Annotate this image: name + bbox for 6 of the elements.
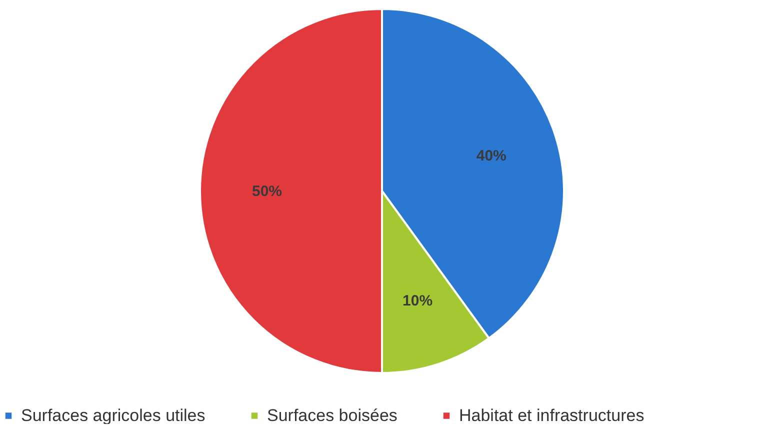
legend-label: Habitat et infrastructures [459,406,644,425]
data-label: 10% [402,292,433,310]
data-label: 50% [252,183,282,200]
legend-label: Surfaces agricoles utiles [21,406,206,425]
data-label: 40% [476,147,506,164]
legend-label: Surfaces boisées [267,406,398,425]
